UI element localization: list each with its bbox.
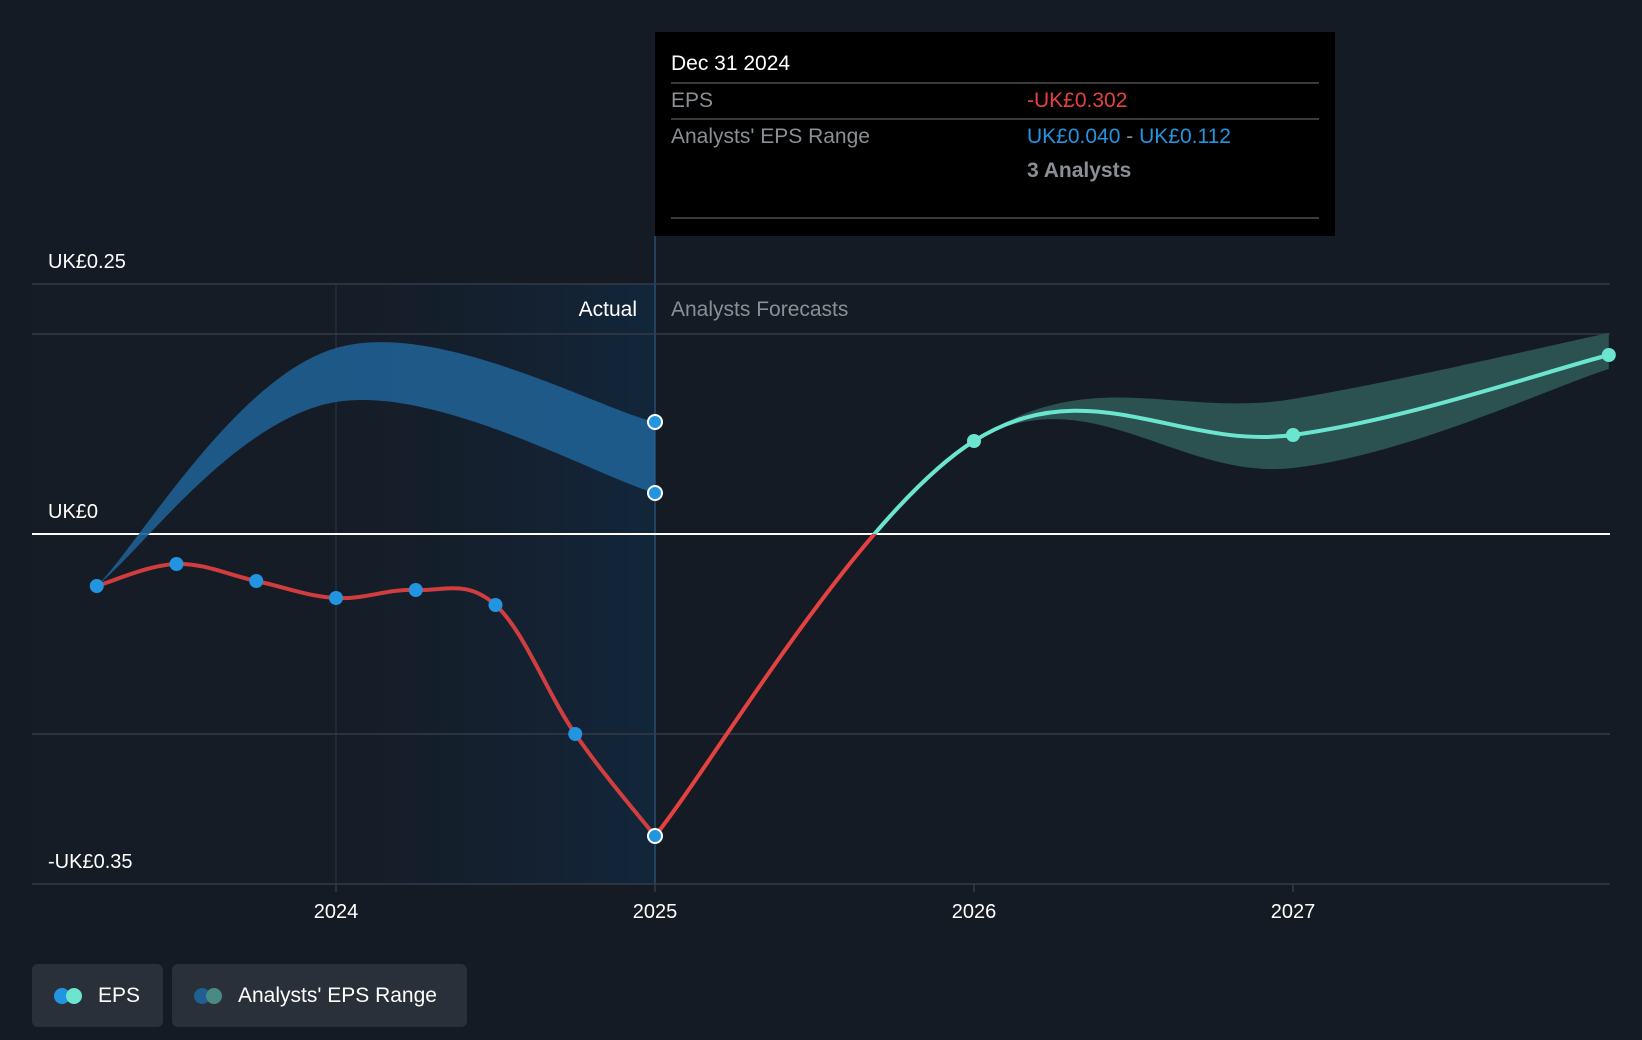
forecast-label: Analysts Forecasts: [671, 298, 848, 321]
tooltip-divider: [671, 217, 1319, 219]
y-tick-label: -UK£0.35: [48, 851, 133, 873]
eps-range-band: [96, 342, 655, 586]
y-tick-label: UK£0.25: [48, 251, 126, 273]
tooltip-analysts: 3 Analysts: [1027, 159, 1132, 182]
eps-legend-icon: [54, 987, 86, 1004]
eps-forecast-point: [1286, 428, 1300, 442]
tooltip-range-high: UK£0.112: [1139, 125, 1231, 148]
eps-forecast-line-positive: [871, 353, 1610, 534]
eps-forecast-point: [1601, 348, 1616, 362]
x-tick-label: 2027: [1271, 901, 1316, 923]
eps-point: [408, 583, 423, 597]
eps-forecast-line-negative: [653, 534, 878, 838]
range-legend-icon: [194, 987, 226, 1004]
eps-range-band: [655, 333, 1609, 836]
tooltip-eps-value: -UK£0.302: [1027, 89, 1128, 112]
tooltip-range-label: Analysts' EPS Range: [671, 125, 870, 148]
x-tick-label: 2026: [952, 901, 997, 923]
legend-eps-label: EPS: [98, 983, 141, 1007]
tooltip: Dec 31 2024 EPS -UK£0.302 Analysts' EPS …: [655, 32, 1335, 236]
tooltip-range-row: Analysts' EPS Range UK£0.040 - UK£0.112: [671, 120, 1319, 154]
tooltip-range-sep: -: [1126, 125, 1134, 148]
y-tick-label: UK£0: [48, 501, 98, 523]
tooltip-date: Dec 31 2024: [671, 46, 1319, 84]
eps-point: [249, 574, 264, 588]
eps-point: [169, 557, 184, 571]
eps-point: [329, 591, 343, 605]
x-tick-label: 2025: [633, 901, 678, 923]
range-point: [647, 485, 663, 501]
tooltip-range-low: UK£0.040: [1027, 125, 1121, 148]
legend-range-button[interactable]: Analysts' EPS Range: [172, 964, 467, 1027]
actual-label: Actual: [579, 298, 637, 321]
eps-point: [647, 828, 663, 844]
range-point: [647, 414, 663, 430]
eps-point: [488, 598, 503, 612]
tooltip-eps-row: EPS -UK£0.302: [671, 84, 1319, 120]
legend-range-label: Analysts' EPS Range: [238, 983, 437, 1007]
eps-point: [89, 579, 104, 593]
legend-eps-button[interactable]: EPS: [32, 964, 163, 1027]
eps-point: [568, 727, 583, 741]
x-tick-label: 2024: [314, 901, 359, 923]
eps-forecast-point: [967, 434, 981, 448]
tooltip-eps-label: EPS: [671, 89, 714, 112]
